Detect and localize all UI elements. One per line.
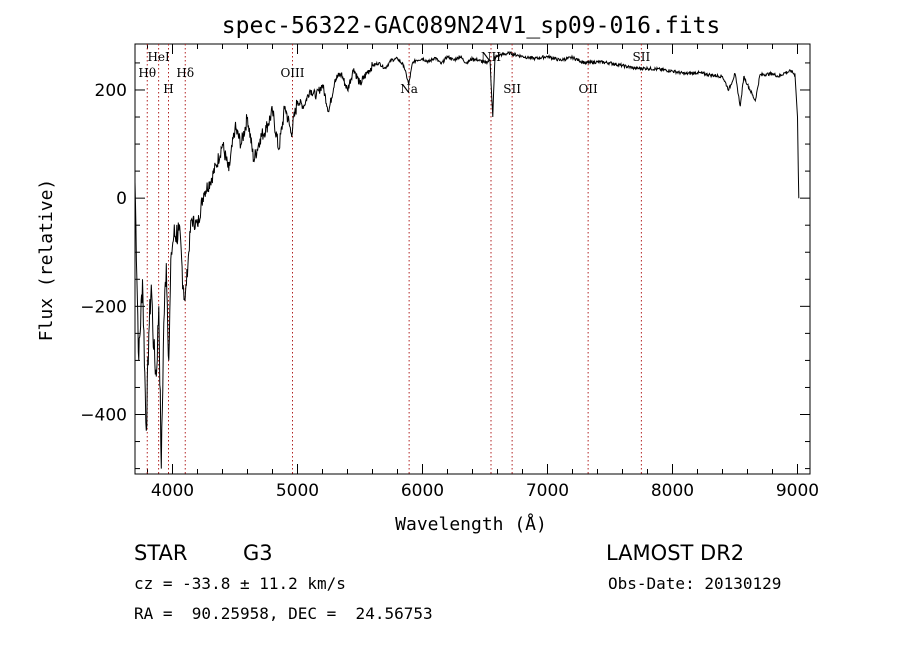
x-tick-label: 8000 bbox=[651, 481, 694, 501]
spectral-line-label: NII bbox=[481, 50, 501, 64]
spectrum-series bbox=[134, 50, 800, 469]
spectral-line-label: Na bbox=[400, 82, 418, 96]
spectral-line-label: Hδ bbox=[176, 66, 194, 80]
object-class: STAR bbox=[134, 541, 188, 565]
y-tick-label: 200 bbox=[95, 81, 127, 101]
y-axis-label: Flux (relative) bbox=[36, 179, 57, 342]
x-tick-label: 9000 bbox=[776, 481, 819, 501]
spectral-line-label: HeI bbox=[147, 50, 170, 64]
object-subclass: G3 bbox=[243, 541, 273, 565]
coordinates: RA = 90.25958, DEC = 24.56753 bbox=[134, 604, 433, 623]
y-tick-label: −400 bbox=[80, 406, 127, 426]
spectral-line-label: OIII bbox=[280, 66, 304, 80]
y-tick-label: 0 bbox=[116, 189, 127, 209]
spectral-line-label: SII bbox=[503, 82, 521, 96]
chart-title: spec-56322-GAC089N24V1_sp09-016.fits bbox=[222, 13, 721, 39]
spectral-line-label: OII bbox=[578, 82, 598, 96]
x-tick-label: 4000 bbox=[151, 481, 194, 501]
obs-date: Obs-Date: 20130129 bbox=[608, 574, 782, 593]
x-tick-label: 6000 bbox=[401, 481, 444, 501]
y-tick-label: −200 bbox=[80, 297, 127, 317]
plot-frame bbox=[134, 43, 811, 475]
x-tick-label: 7000 bbox=[526, 481, 569, 501]
redshift-text: cz = -33.8 ± 11.2 km/s bbox=[134, 574, 346, 593]
x-axis-label: Wavelength (Å) bbox=[395, 513, 547, 535]
spectral-line-label: H bbox=[163, 82, 173, 96]
spectral-line-label: Hθ bbox=[138, 66, 156, 80]
x-tick-label: 5000 bbox=[276, 481, 319, 501]
spectral-line-label: SII bbox=[633, 50, 651, 64]
survey-name: LAMOST DR2 bbox=[606, 541, 745, 565]
